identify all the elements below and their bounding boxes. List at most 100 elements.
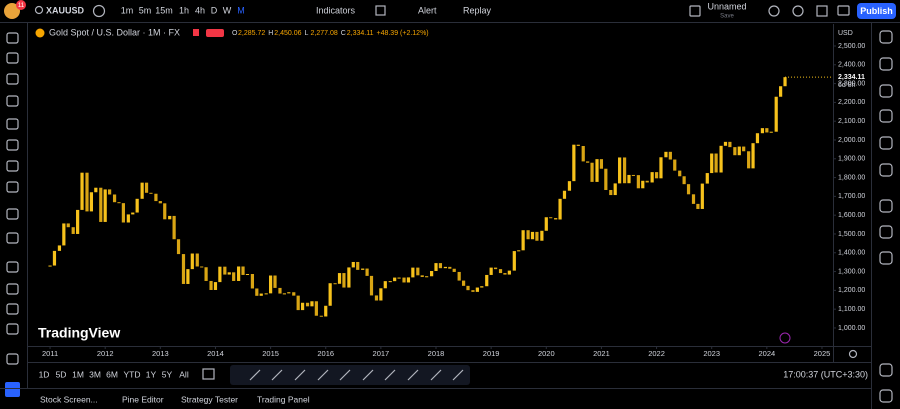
candle-body [324, 305, 328, 317]
candle-body [733, 147, 737, 156]
candle-body [411, 267, 415, 278]
drawing-tool[interactable] [249, 369, 261, 381]
range-button[interactable]: 5D [56, 369, 67, 379]
tool-icon[interactable] [6, 303, 19, 315]
publish-button-bg[interactable] [857, 3, 896, 19]
fullscreen[interactable] [816, 5, 828, 17]
candle-body [144, 182, 149, 193]
symbol[interactable]: XAUUSD [46, 5, 85, 15]
drawing-tool[interactable] [430, 369, 442, 381]
x-tick-label: 2025 [814, 349, 831, 358]
interval-button[interactable]: 4h [195, 5, 205, 15]
range-button[interactable]: 1M [72, 369, 84, 379]
goto-date[interactable] [202, 368, 215, 380]
interval-button[interactable]: 5m [139, 5, 152, 15]
tool-icon[interactable] [6, 52, 19, 64]
tool-icon[interactable] [879, 251, 893, 265]
x-tick-label: 2016 [317, 349, 334, 358]
range-button[interactable]: YTD [124, 369, 141, 379]
tool-icon[interactable] [6, 160, 19, 172]
layout-icon[interactable] [689, 5, 701, 17]
tool-icon[interactable] [6, 95, 19, 107]
tool-icon[interactable] [6, 73, 19, 85]
drawing-tool[interactable] [452, 369, 464, 381]
range-button[interactable]: 6M [106, 369, 118, 379]
tool-icon[interactable] [6, 232, 19, 244]
drawing-tool[interactable] [407, 369, 419, 381]
range-button[interactable]: 5Y [162, 369, 173, 379]
y-tick-label: 1,400.00 [838, 250, 865, 257]
candle-body [121, 203, 125, 223]
range-button[interactable]: 1Y [146, 369, 157, 379]
interval-button[interactable]: D [211, 5, 218, 15]
drawing-tool[interactable] [271, 369, 283, 381]
tool-icon[interactable] [879, 363, 893, 377]
compare-button[interactable] [92, 4, 106, 18]
x-tick-label: 2015 [262, 349, 279, 358]
quick-search[interactable] [768, 5, 780, 17]
replay-button[interactable]: Replay [463, 5, 492, 15]
tool-icon[interactable] [879, 84, 893, 98]
drawing-tool[interactable] [339, 369, 351, 381]
layout-name[interactable]: Unnamed [707, 1, 746, 11]
candle-body [52, 250, 57, 266]
events-icon[interactable] [779, 332, 791, 344]
drawing-tool[interactable] [294, 369, 306, 381]
drawing-tool[interactable] [362, 369, 374, 381]
publish-button[interactable]: Publish [860, 6, 893, 16]
candle-body [237, 266, 241, 281]
range-button[interactable]: All [179, 369, 189, 379]
tool-icon[interactable] [6, 139, 19, 151]
tool-icon[interactable] [6, 181, 19, 193]
candle-body [530, 231, 535, 240]
candle-body [586, 161, 590, 163]
tool-icon[interactable] [6, 353, 19, 365]
x-tick-label: 2013 [152, 349, 169, 358]
tool-icon[interactable] [6, 323, 19, 335]
tool-icon[interactable] [879, 136, 893, 150]
ohlc-key: H [268, 30, 273, 37]
watchlist-star[interactable] [5, 382, 20, 397]
candle-body [241, 266, 245, 275]
panel-tab[interactable]: Strategy Tester [181, 394, 238, 404]
tool-icon[interactable] [879, 199, 893, 213]
panel-tab[interactable]: Pine Editor [122, 394, 164, 404]
avatar[interactable] [4, 3, 20, 19]
panel-tab[interactable]: Stock Screen... [40, 394, 98, 404]
templates-button[interactable] [375, 5, 386, 16]
candle-body [383, 281, 387, 289]
candle-body [112, 194, 117, 203]
tool-icon[interactable] [879, 57, 893, 71]
y-tick-label: 1,200.00 [838, 287, 865, 294]
badge [16, 0, 26, 10]
snapshot[interactable] [837, 5, 850, 16]
settings[interactable] [792, 5, 804, 17]
drawing-tool[interactable] [384, 369, 396, 381]
range-button[interactable]: 1D [39, 369, 50, 379]
tool-icon[interactable] [6, 32, 19, 44]
interval-button[interactable]: 1m [121, 5, 134, 15]
candle-body [471, 290, 475, 292]
interval-button[interactable]: 1h [179, 5, 189, 15]
tool-icon[interactable] [879, 109, 893, 123]
interval-button[interactable]: M [237, 5, 245, 15]
range-button[interactable]: 3M [89, 369, 101, 379]
tool-icon[interactable] [879, 225, 893, 239]
tool-icon[interactable] [879, 30, 893, 44]
tool-icon[interactable] [6, 261, 19, 273]
ohlc-value: 2,277.08 [311, 30, 338, 37]
flag[interactable] [193, 29, 199, 36]
indicators-button[interactable]: Indicators [316, 5, 356, 15]
interval-button[interactable]: 15m [155, 5, 173, 15]
panel-tab[interactable]: Trading Panel [257, 394, 310, 404]
tool-icon[interactable] [6, 208, 19, 220]
alert-button[interactable]: Alert [418, 5, 437, 15]
tool-icon[interactable] [879, 389, 893, 403]
tool-icon[interactable] [879, 163, 893, 177]
tool-icon[interactable] [6, 118, 19, 130]
axis-settings[interactable] [848, 349, 858, 359]
drawing-tool[interactable] [317, 369, 329, 381]
interval-button[interactable]: W [223, 5, 232, 15]
tool-icon[interactable] [6, 283, 19, 295]
